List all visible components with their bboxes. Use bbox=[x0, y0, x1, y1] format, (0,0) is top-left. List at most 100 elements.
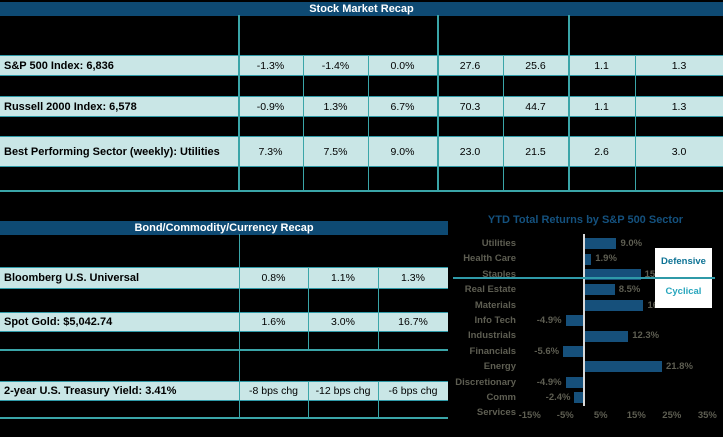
chart-value-label: 1.9% bbox=[595, 253, 617, 265]
chart-category-label: Comm Services bbox=[476, 392, 516, 419]
table-cell: 1.3 bbox=[671, 100, 687, 113]
legend-cyclical-label: Cyclical bbox=[665, 286, 702, 297]
x-axis-tick-label: 35% bbox=[697, 410, 717, 421]
table-row: Russell 2000 Index: 6,578 -0.9% 1.3% 6.7… bbox=[0, 96, 723, 117]
chart-value-label: -4.9% bbox=[536, 315, 562, 326]
table-row: Spot Gold: $5,042.74 1.6% 3.0% 16.7% bbox=[0, 312, 448, 332]
table-cell: 9.0% bbox=[390, 145, 415, 158]
chart-category-label: Info Tech bbox=[474, 315, 516, 326]
table-cell: -8 bps chg bbox=[248, 385, 299, 397]
chart-category-label: Utilities bbox=[481, 238, 516, 249]
row-label: Bloomberg U.S. Universal bbox=[4, 272, 140, 284]
chart-bar bbox=[584, 361, 662, 373]
table-bottom-border bbox=[0, 190, 723, 192]
chart-value-label: -4.9% bbox=[536, 376, 562, 388]
chart-category-label: Energy bbox=[483, 361, 516, 373]
table-cell: 1.6% bbox=[261, 316, 286, 328]
table-cell: 6.7% bbox=[390, 100, 415, 113]
legend-defensive-label: Defensive bbox=[661, 256, 706, 267]
x-axis-tick-label: 5% bbox=[593, 410, 608, 421]
table-cell: 27.6 bbox=[459, 59, 481, 72]
chart-title: YTD Total Returns by S&P 500 Sector bbox=[487, 214, 684, 226]
column-divider bbox=[239, 234, 240, 417]
bond-table-title: Bond/Commodity/Currency Recap bbox=[134, 222, 314, 234]
column-divider bbox=[308, 267, 309, 349]
chart-value-label: 21.8% bbox=[665, 361, 693, 373]
row-label: Best Performing Sector (weekly): Utiliti… bbox=[4, 145, 220, 158]
defensive-cyclical-divider-line bbox=[453, 277, 715, 279]
x-axis-tick-label: -15% bbox=[518, 410, 541, 421]
chart-value-label: 9.0% bbox=[620, 238, 643, 249]
section-divider bbox=[0, 349, 448, 351]
stock-table-title: Stock Market Recap bbox=[309, 3, 414, 15]
stock-table-title-bar: Stock Market Recap bbox=[0, 1, 723, 16]
column-divider bbox=[308, 381, 309, 417]
chart-value-label: -2.4% bbox=[545, 392, 571, 403]
table-cell: 2.6 bbox=[594, 145, 609, 158]
chart-bar bbox=[584, 330, 629, 342]
bond-commodity-currency-table: Bond/Commodity/Currency Recap Bloomberg … bbox=[0, 220, 448, 421]
sector-chart: YTD Total Returns by S&P 500 Sector Defe… bbox=[448, 205, 723, 437]
table-cell: 1.3% bbox=[323, 100, 348, 113]
table-cell: 3.0% bbox=[331, 316, 355, 328]
chart-bar bbox=[584, 253, 592, 265]
table-row: 2-year U.S. Treasury Yield: 3.41% -8 bps… bbox=[0, 381, 448, 401]
x-axis-tick-label: 15% bbox=[626, 410, 646, 421]
table-cell: 1.1 bbox=[594, 59, 609, 72]
column-divider bbox=[238, 15, 240, 190]
table-cell: 1.1% bbox=[331, 272, 355, 284]
table-cell: 0.8% bbox=[261, 272, 286, 284]
chart-bar bbox=[563, 346, 583, 357]
table-cell: 44.7 bbox=[525, 100, 546, 113]
column-divider bbox=[568, 15, 570, 190]
column-divider bbox=[378, 267, 379, 349]
table-cell: 25.6 bbox=[525, 59, 546, 72]
column-divider bbox=[503, 55, 504, 190]
chart-category-label: Discretionary bbox=[455, 376, 516, 388]
chart-bar bbox=[584, 269, 641, 280]
table-cell: -1.3% bbox=[256, 59, 285, 72]
chart-category-label: Real Estate bbox=[464, 284, 516, 296]
table-cell: 7.5% bbox=[323, 145, 348, 158]
table-cell: 23.0 bbox=[459, 145, 481, 158]
table-cell: -12 bps chg bbox=[315, 385, 371, 397]
table-cell: 3.0 bbox=[671, 145, 687, 158]
chart-bar bbox=[574, 392, 583, 404]
chart-bar bbox=[565, 376, 583, 388]
table-cell: 16.7% bbox=[398, 316, 428, 328]
table-row: S&P 500 Index: 6,836 -1.3% -1.4% 0.0% 27… bbox=[0, 55, 723, 76]
chart-value-label: 8.5% bbox=[618, 284, 641, 296]
column-divider bbox=[368, 55, 369, 190]
row-label: 2-year U.S. Treasury Yield: 3.41% bbox=[4, 385, 177, 397]
chart-bar bbox=[584, 238, 617, 250]
table-cell: 21.5 bbox=[525, 145, 546, 158]
x-axis-tick-label: -5% bbox=[556, 410, 574, 421]
chart-bar bbox=[584, 299, 644, 311]
table-cell: -1.4% bbox=[321, 59, 350, 72]
table-cell: 1.1 bbox=[594, 100, 609, 113]
chart-value-label: 12.3% bbox=[632, 330, 660, 342]
table-row: Best Performing Sector (weekly): Utiliti… bbox=[0, 136, 723, 167]
table-bottom-border bbox=[0, 417, 448, 419]
table-cell: -6 bps chg bbox=[388, 385, 438, 397]
chart-category-label: Materials bbox=[474, 299, 516, 311]
table-cell: 1.3 bbox=[671, 59, 687, 72]
stock-market-recap-table: Stock Market Recap S&P 500 Index: 6,836 … bbox=[0, 0, 723, 192]
chart-category-label: Health Care bbox=[463, 253, 516, 265]
column-divider bbox=[437, 15, 439, 190]
row-label: Spot Gold: $5,042.74 bbox=[4, 316, 113, 328]
chart-bar bbox=[584, 284, 615, 296]
chart-category-label: Staples bbox=[482, 268, 516, 280]
column-divider bbox=[303, 55, 304, 190]
table-cell: 7.3% bbox=[258, 145, 283, 158]
chart-value-label: -5.6% bbox=[534, 345, 560, 357]
row-label: Russell 2000 Index: 6,578 bbox=[4, 100, 137, 113]
row-label: S&P 500 Index: 6,836 bbox=[4, 59, 114, 72]
column-divider bbox=[635, 55, 636, 190]
column-divider bbox=[378, 381, 379, 417]
chart-bar bbox=[565, 315, 583, 327]
zero-axis-line bbox=[583, 234, 585, 406]
x-axis-tick-label: 25% bbox=[662, 410, 682, 421]
